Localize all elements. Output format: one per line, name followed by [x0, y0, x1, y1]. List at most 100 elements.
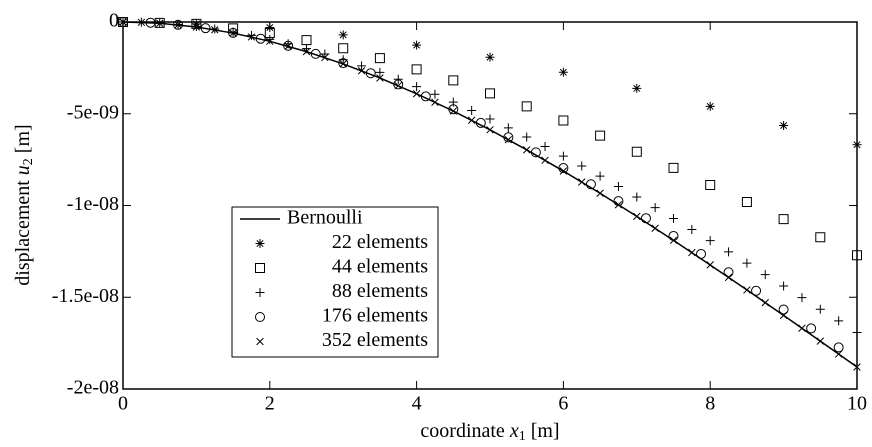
marker-plus: [815, 304, 825, 314]
marker-square: [301, 35, 312, 46]
marker-square: [264, 28, 275, 39]
marker-circle: [613, 196, 624, 207]
x-tick-label: 10: [847, 393, 867, 415]
legend-marker: [254, 312, 266, 322]
y-label-sub: 2: [21, 158, 36, 165]
legend-marker: [255, 263, 265, 273]
marker-square: [558, 115, 569, 126]
marker-cross: [467, 116, 476, 124]
marker-cross: [449, 107, 458, 115]
marker-circle: [310, 48, 321, 59]
marker-cross: [174, 21, 182, 29]
marker-square: [705, 179, 716, 190]
marker-plus: [650, 203, 660, 213]
marker-square: [741, 197, 752, 208]
marker-cross: [504, 135, 513, 144]
marker-plus: [430, 89, 440, 99]
x-label-text: coordinate: [420, 420, 509, 442]
marker-circle: [530, 147, 541, 158]
legend-marker: [255, 239, 265, 248]
marker-cross: [247, 33, 256, 41]
marker-cross: [522, 146, 531, 154]
marker-cross: [321, 53, 329, 62]
marker-star: [338, 30, 348, 40]
marker-plus: [540, 141, 550, 151]
marker-plus: [522, 132, 532, 142]
marker-plus: [834, 316, 844, 326]
marker-plus: [760, 270, 770, 280]
marker-cross: [376, 74, 384, 82]
marker-star: [632, 83, 642, 93]
marker-star: [705, 101, 715, 111]
marker-circle: [420, 91, 431, 102]
marker-star: [265, 23, 275, 33]
marker-cross: [578, 178, 586, 186]
y-tick-label: -1.5e-08: [52, 285, 119, 307]
marker-cross: [761, 298, 769, 307]
legend-label: 88 elements: [332, 280, 428, 302]
marker-plus: [742, 258, 752, 268]
legend-marker: [256, 337, 264, 346]
marker-circle: [640, 213, 651, 224]
marker-cross: [743, 286, 751, 294]
marker-plus: [852, 327, 862, 337]
marker-circle: [668, 230, 679, 241]
marker-circle: [751, 285, 762, 296]
marker-square: [338, 43, 349, 54]
marker-cross: [211, 26, 219, 34]
marker-cross: [357, 67, 366, 75]
marker-cross: [724, 273, 733, 282]
marker-cross: [559, 167, 568, 175]
marker-star: [412, 40, 422, 50]
marker-plus: [210, 24, 220, 34]
marker-cross: [394, 81, 402, 90]
marker-square: [668, 162, 679, 173]
marker-circle: [365, 68, 376, 79]
marker-plus: [375, 67, 385, 77]
marker-plus: [577, 161, 587, 171]
y-label-unit: [m]: [12, 124, 34, 158]
x-label-var: x: [509, 420, 519, 442]
marker-cross: [229, 29, 237, 37]
marker-star: [852, 140, 862, 150]
marker-plus: [613, 181, 623, 191]
marker-plus: [724, 247, 734, 257]
legend-label: Bernoulli: [287, 207, 363, 229]
marker-plus: [779, 281, 789, 291]
legend-label: 176 elements: [322, 305, 428, 327]
marker-cross: [412, 90, 421, 98]
marker-plus: [393, 74, 403, 84]
marker-cross: [192, 23, 201, 31]
marker-plus: [265, 34, 275, 44]
marker-cross: [816, 337, 825, 345]
y-tick-label: -2e-08: [67, 377, 119, 399]
marker-cross: [669, 236, 678, 245]
legend-box: [231, 206, 439, 358]
marker-plus: [228, 27, 238, 37]
x-tick-label: 8: [705, 393, 715, 415]
marker-cross: [137, 18, 146, 27]
marker-plus: [448, 97, 458, 107]
marker-circle: [448, 104, 459, 115]
y-tick-label: 0: [109, 10, 119, 32]
marker-cross: [853, 363, 861, 371]
marker-cross: [633, 212, 641, 221]
marker-cross: [779, 311, 788, 320]
x-tick-label: 6: [558, 393, 568, 415]
marker-cross: [302, 47, 311, 56]
marker-square: [485, 88, 495, 99]
marker-plus: [246, 30, 256, 40]
marker-square: [448, 75, 459, 86]
marker-square: [595, 130, 606, 141]
marker-plus: [503, 123, 513, 133]
marker-square: [778, 214, 789, 225]
marker-plus: [485, 114, 495, 124]
x-label-unit: [m]: [526, 420, 560, 442]
marker-circle: [806, 323, 817, 334]
marker-circle: [696, 248, 707, 259]
marker-circle: [117, 17, 129, 27]
marker-plus: [687, 224, 697, 234]
marker-cross: [798, 324, 806, 332]
x-axis-label: coordinate x1 [m]: [420, 420, 559, 445]
